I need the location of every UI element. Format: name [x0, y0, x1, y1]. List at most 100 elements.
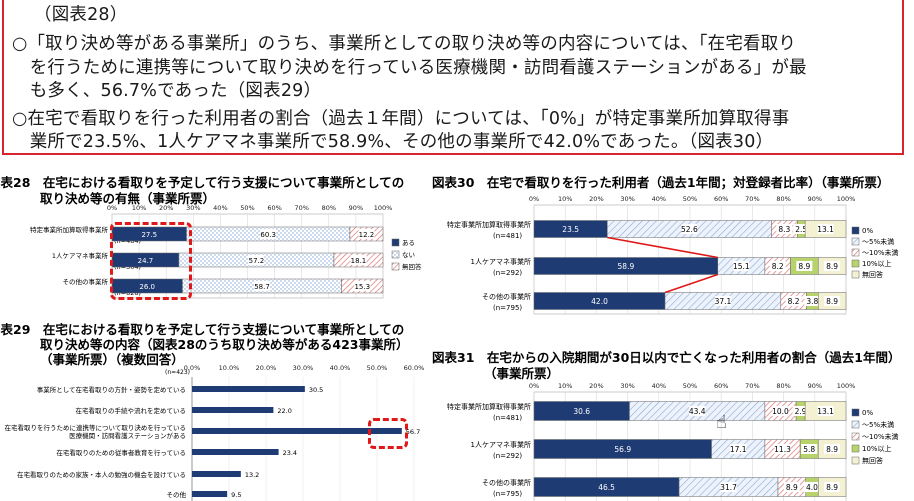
tick-label: 80%: [776, 382, 790, 390]
tick-label: 90%: [808, 382, 822, 390]
fig30-connector-lines: [607, 236, 719, 294]
fig29-subtitle-2: （事業所票）（複数回答）: [40, 352, 184, 367]
tick-label: 100%: [837, 195, 856, 203]
data-label: 27.5: [141, 231, 157, 239]
data-label: 26.0: [139, 283, 155, 291]
data-label-bg: [776, 224, 793, 234]
fig29-title: 図表29 在宅における看取りを予定して行う支援について事業所としての: [0, 322, 405, 337]
data-label-bg: [260, 229, 277, 239]
data-label: 12.2: [359, 231, 375, 239]
tick-label: 60%: [267, 204, 281, 212]
legend-label: 0%: [862, 227, 873, 235]
fig31-title: 図表31 在宅からの入院期間が30日以内で亡くなった利用者の割合（過去1年間）: [432, 350, 901, 365]
bar: [192, 386, 305, 392]
data-label: 8.9: [826, 445, 838, 454]
category-label: その他の事業所: [482, 478, 531, 487]
tick-label: 60%: [714, 195, 728, 203]
data-label: 17.1: [730, 445, 747, 454]
data-label-bg: [817, 406, 834, 416]
category-n-label: (n=481): [493, 414, 522, 422]
legend-label: ～5%未満: [862, 237, 894, 246]
n-label: (n=423): [165, 369, 190, 376]
tick-label: 20%: [589, 195, 603, 203]
category-label: 特定事業所加算取得事業所: [447, 220, 531, 229]
data-label: 46.5: [598, 483, 615, 492]
data-label-bg: [689, 406, 706, 416]
summary-line: を行うために連携等について取り決めを行っている医療機関・訪問看護ステーションがあ…: [12, 58, 807, 78]
data-label-bg: [804, 296, 821, 306]
data-label: 60.3: [260, 231, 276, 239]
tick-label: 80%: [776, 195, 790, 203]
data-label: 13.1: [817, 225, 834, 234]
legend-swatch: [851, 270, 860, 279]
legend-label: ～5%未満: [862, 420, 894, 429]
data-label: 11.3: [774, 445, 791, 454]
tick-label: 20%: [589, 382, 603, 390]
fig31-chart: 0% 10% 20% 30% 40% 50% 60% 70% 80% 90% 100% 特定事業所加算…: [447, 382, 899, 501]
legend-swatch: [851, 408, 860, 417]
fig28-subtitle: 取り決め等の有無（事業所票）: [40, 191, 216, 206]
legend-swatch: [851, 432, 860, 441]
tick-label: 40%: [652, 195, 666, 203]
data-label-bg: [796, 261, 813, 271]
tick-label: 30%: [620, 382, 634, 390]
category-label: 在宅看取りのための家族・本人の勉強の機会を設けている: [17, 470, 186, 479]
data-label: 13.1: [817, 407, 834, 416]
data-label: 56.7: [406, 428, 420, 436]
data-label: 4.0: [806, 483, 818, 492]
data-label: 43.4: [689, 407, 706, 416]
category-label: その他: [167, 490, 187, 499]
data-label: 58.7: [254, 283, 270, 291]
data-label-bg: [824, 296, 841, 306]
legend-label: ない: [402, 251, 415, 259]
data-label: 8.2: [772, 262, 784, 271]
tick-label: 40%: [213, 204, 227, 212]
data-label: 23.4: [283, 449, 297, 457]
data-label-bg: [824, 444, 841, 454]
tick-label: 0%: [529, 382, 539, 390]
category-n-label: (n=292): [493, 452, 522, 460]
data-label-bg: [801, 444, 818, 454]
data-label-bg: [730, 444, 747, 454]
data-label: 24.7: [138, 257, 154, 265]
category-label: 在宅看取りの手続や流れを定めている: [76, 406, 187, 415]
summary-line: ○「取り決め等がある事業所」のうち、事業所としての取り決め等の内容については、「…: [12, 34, 797, 54]
data-label: 22.0: [277, 407, 291, 415]
data-label-bg: [248, 255, 265, 265]
tick-label: 100%: [374, 204, 393, 212]
data-label-bg: [769, 261, 786, 271]
data-label-bg: [733, 261, 750, 271]
bar: [192, 471, 241, 477]
data-label: 8.9: [826, 483, 838, 492]
legend-label: ～10%未満: [862, 432, 899, 441]
category-label: 事業所として在宅看取りの方針・姿勢を定めている: [37, 385, 186, 394]
category-label: 特定事業所加算取得事業所: [30, 225, 109, 234]
highlight-box-fig28: [110, 222, 192, 300]
legend-label: 無回答: [862, 456, 883, 465]
category-n-label: (n=795): [493, 304, 522, 312]
category-label: 在宅看取りのための従事者教育を行っている: [56, 448, 186, 457]
category-label: 1人ケアマネ事業所: [471, 257, 531, 266]
data-label: 9.5: [231, 491, 241, 499]
tick-label: 10%: [132, 204, 146, 212]
data-label: 42.0: [591, 297, 608, 306]
tick-label: 60.0%: [404, 364, 425, 372]
tick-label: 90%: [349, 204, 363, 212]
data-label: 5.8: [803, 445, 815, 454]
tick-label: 70%: [294, 204, 308, 212]
data-label-bg: [824, 482, 841, 492]
data-label: 23.5: [562, 225, 579, 234]
data-label-bg: [350, 255, 367, 265]
data-label: 56.9: [614, 445, 631, 454]
data-label: 37.1: [715, 297, 732, 306]
fig30-title: 図表30 在宅で看取りを行った利用者（過去1年間；対登録者比率）（事業所票）: [432, 175, 890, 190]
legend-swatch: [851, 259, 860, 268]
tick-label: 20%: [159, 204, 173, 212]
legend-label: 10%以上: [862, 444, 892, 453]
summary-line: ○在宅で看取りを行った利用者の割合（過去１年間）については、「0%」が特定事業所…: [12, 109, 790, 129]
tick-label: 100%: [837, 382, 856, 390]
legend-swatch: [851, 456, 860, 465]
fig31-subtitle: （事業所票）: [484, 366, 560, 381]
data-label-bg: [354, 281, 371, 291]
